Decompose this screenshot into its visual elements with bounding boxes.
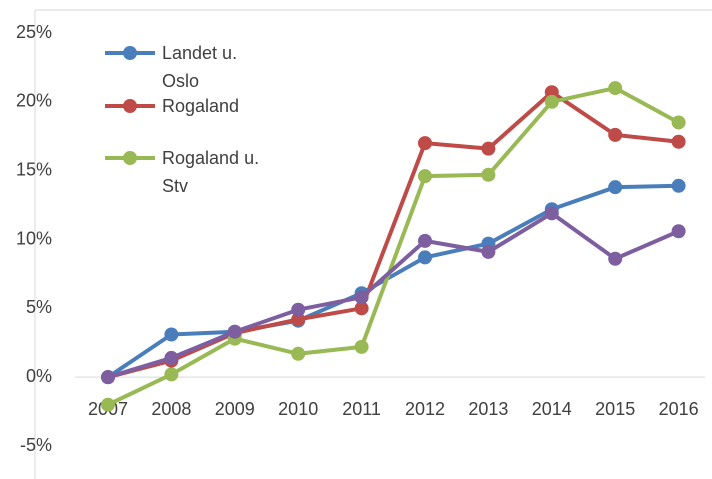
- data-point: [418, 233, 432, 248]
- data-point: [608, 180, 623, 195]
- legend-label: Rogaland: [162, 96, 240, 116]
- data-point: [164, 327, 179, 342]
- data-point: [544, 94, 559, 109]
- data-point: [671, 224, 686, 239]
- x-tick-label: 2014: [532, 399, 572, 419]
- data-point: [544, 206, 559, 221]
- data-point: [418, 250, 432, 265]
- y-tick-label: 10%: [16, 228, 52, 248]
- data-point: [608, 251, 623, 266]
- y-tick-label: 0%: [26, 366, 52, 386]
- data-point: [671, 178, 686, 193]
- y-tick-label: 15%: [16, 159, 52, 179]
- data-point: [608, 81, 623, 96]
- legend-swatch-marker: [123, 99, 137, 113]
- data-point: [354, 301, 369, 316]
- legend-swatch-marker: [123, 151, 137, 165]
- series-line: [107, 211, 680, 380]
- y-tick-label: 25%: [16, 22, 52, 42]
- data-point: [354, 339, 369, 354]
- data-point: [481, 167, 496, 182]
- data-point: [608, 127, 623, 142]
- data-point: [544, 85, 559, 100]
- data-point: [418, 136, 432, 151]
- x-tick-label: 2015: [595, 399, 635, 419]
- x-tick-label: 2012: [405, 399, 445, 419]
- data-point: [671, 115, 686, 130]
- legend-label: Landet u. Oslo: [162, 43, 238, 91]
- data-point: [481, 244, 496, 259]
- y-tick-label: -5%: [20, 435, 52, 455]
- data-point: [481, 141, 496, 156]
- y-tick-label: 20%: [16, 91, 52, 111]
- data-point: [101, 370, 115, 385]
- x-tick-label: 2013: [468, 399, 508, 419]
- data-point: [671, 134, 686, 149]
- x-tick-label: 2008: [151, 399, 191, 419]
- x-tick-label: 2011: [342, 399, 381, 419]
- data-point: [101, 397, 115, 412]
- series-line: [107, 86, 680, 407]
- data-point: [291, 346, 306, 361]
- data-point: [227, 324, 242, 339]
- data-point: [291, 312, 306, 327]
- legend-swatch-marker: [123, 46, 137, 60]
- data-point: [164, 350, 179, 365]
- data-point: [418, 169, 432, 184]
- data-point: [291, 302, 306, 317]
- x-tick-label: 2009: [215, 399, 255, 419]
- y-tick-label: 5%: [26, 297, 52, 317]
- x-tick-label: 2010: [278, 399, 318, 419]
- series-line: [106, 183, 679, 379]
- x-tick-label: 2016: [659, 399, 699, 419]
- legend-label: Rogaland u. Stv: [162, 148, 260, 196]
- data-point: [164, 367, 179, 382]
- data-point: [354, 290, 369, 305]
